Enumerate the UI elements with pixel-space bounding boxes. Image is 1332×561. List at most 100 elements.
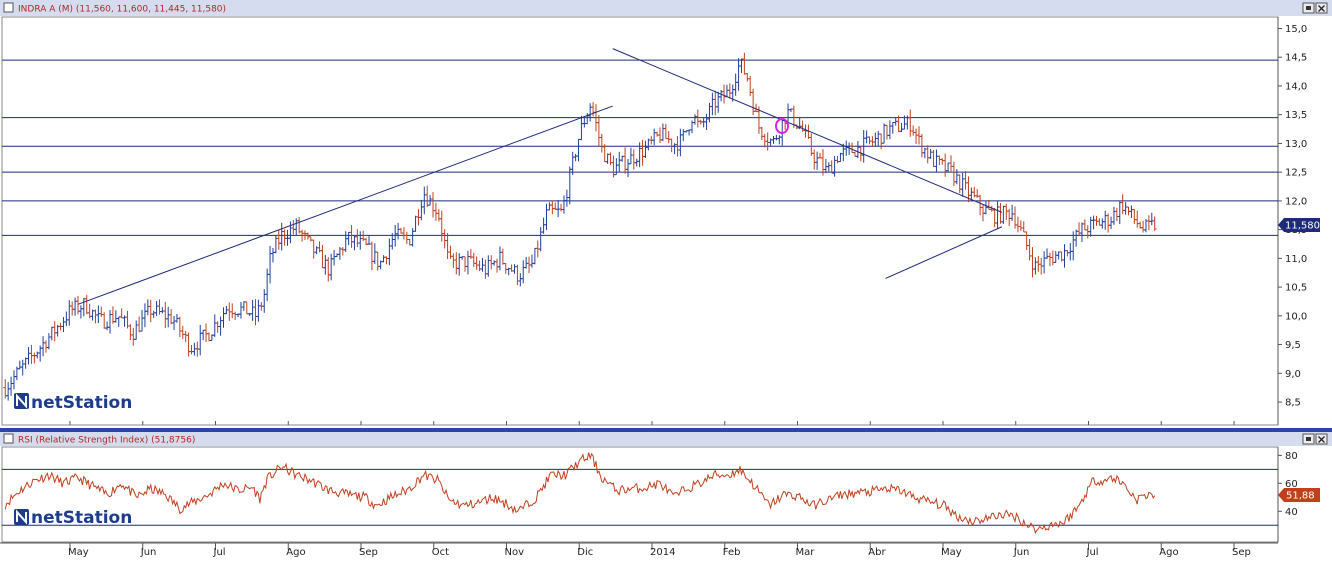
price-ohlc-bar xyxy=(448,245,453,259)
price-ohlc-bar xyxy=(978,194,983,216)
price-ohlc-bar xyxy=(6,382,11,401)
price-y-tick-label: 8,5 xyxy=(1285,398,1301,409)
price-ohlc-bar xyxy=(521,260,526,284)
rsi-last-value: 51,88 xyxy=(1286,491,1315,502)
price-ohlc-bar xyxy=(46,333,51,350)
price-ohlc-bar xyxy=(602,144,607,163)
price-ohlc-bar xyxy=(329,253,334,281)
price-ohlc-bar xyxy=(1004,203,1009,220)
price-ohlc-bar xyxy=(1042,251,1047,274)
price-ohlc-bar xyxy=(233,311,238,321)
price-ohlc-bar xyxy=(157,299,162,315)
price-last-value-tag: 11,580 xyxy=(1278,218,1320,232)
price-ohlc-bar xyxy=(713,90,718,116)
price-ohlc-bar xyxy=(739,58,744,73)
price-ohlc-bar xyxy=(855,141,860,159)
price-ohlc-bar xyxy=(186,332,191,357)
price-panel-checkbox[interactable] xyxy=(3,2,14,13)
price-ohlc-bar xyxy=(914,128,919,144)
price-ohlc-bar xyxy=(93,309,98,324)
price-ohlc-bar xyxy=(1132,209,1137,224)
price-ohlc-bar xyxy=(1135,210,1140,228)
price-ohlc-bar xyxy=(1120,194,1125,215)
price-ohlc-bar xyxy=(541,217,546,234)
price-ohlc-bar xyxy=(1018,220,1023,232)
price-ohlc-bar xyxy=(524,257,529,269)
rsi-last-value-tag: 51,88 xyxy=(1278,488,1320,502)
price-ohlc-bar xyxy=(884,124,889,140)
price-ohlc-bar xyxy=(52,321,57,342)
price-ohlc-bar xyxy=(413,215,418,232)
price-ohlc-bar xyxy=(826,162,831,172)
price-ohlc-bar xyxy=(1111,206,1116,225)
price-ohlc-bar xyxy=(81,297,86,317)
price-ohlc-bar xyxy=(61,317,66,333)
price-minimize-button[interactable] xyxy=(1302,2,1315,14)
price-logo-text: netStation xyxy=(31,393,132,413)
price-ohlc-bar xyxy=(265,268,270,302)
price-ohlc-bar xyxy=(183,331,188,343)
rsi-minimize-button[interactable] xyxy=(1302,433,1315,445)
price-ohlc-bar xyxy=(291,220,296,235)
price-ohlc-bar xyxy=(1109,216,1114,230)
price-ohlc-bar xyxy=(887,120,892,140)
price-ohlc-bar xyxy=(43,340,48,353)
price-ohlc-bar xyxy=(1024,231,1029,250)
price-ohlc-bar xyxy=(177,316,182,338)
price-ohlc-bar xyxy=(67,300,72,326)
price-ohlc-bar xyxy=(244,301,249,315)
price-ohlc-bar xyxy=(483,259,488,279)
price-ohlc-bar xyxy=(564,189,569,207)
rsi-panel-title: RSI (Relative Strength Index) (51,8756) xyxy=(18,436,195,446)
price-ohlc-bar xyxy=(663,123,668,140)
price-ohlc-bar xyxy=(148,299,153,323)
price-ohlc-bar xyxy=(1091,215,1096,230)
price-ohlc-bar xyxy=(64,311,69,327)
rsi-y-tick-label: 40 xyxy=(1285,507,1298,518)
price-ohlc-bar xyxy=(660,123,665,142)
price-ohlc-bar xyxy=(1106,213,1111,233)
price-ohlc-bar xyxy=(204,323,209,342)
price-ohlc-bar xyxy=(442,229,447,249)
price-ohlc-bar xyxy=(268,245,273,284)
price-ohlc-bar xyxy=(538,227,543,252)
price-ohlc-bar xyxy=(640,139,645,166)
time-axis: May Jun Jul Ago Sep Oct Nov Dic 2014 Feb Mar Abr May… xyxy=(0,542,1278,558)
price-ohlc-bar xyxy=(500,248,505,265)
price-ohlc-bar xyxy=(742,52,747,75)
price-y-tick-label: 12,5 xyxy=(1285,168,1307,179)
price-ohlc-bar xyxy=(561,195,566,214)
price-ohlc-bar xyxy=(311,239,316,259)
price-ohlc-bar xyxy=(643,140,648,159)
price-ohlc-bar xyxy=(634,158,639,167)
price-ohlc-bar xyxy=(1074,229,1079,247)
price-ohlc-bar xyxy=(617,151,622,173)
price-ohlc-bar xyxy=(707,102,712,123)
price-ohlc-bar xyxy=(1103,210,1108,230)
price-ohlc-bar xyxy=(1146,215,1151,230)
price-ohlc-bar xyxy=(41,336,46,357)
price-ohlc-bar xyxy=(238,301,243,319)
rsi-panel-checkbox[interactable] xyxy=(3,433,14,444)
price-ohlc-bar xyxy=(1027,238,1032,261)
price-ohlc-bar xyxy=(387,238,392,266)
price-ohlc-bar xyxy=(375,251,380,271)
price-ohlc-bar xyxy=(710,92,715,116)
price-ohlc-bar xyxy=(78,305,83,319)
price-ohlc-bar xyxy=(1129,205,1134,218)
price-ohlc-bar xyxy=(308,236,313,242)
price-close-button[interactable] xyxy=(1315,2,1328,14)
price-ohlc-bar xyxy=(596,115,601,147)
price-ohlc-bar xyxy=(20,359,25,376)
price-ohlc-bar xyxy=(326,257,331,282)
price-ohlc-bar xyxy=(23,357,28,369)
price-ohlc-bar xyxy=(282,229,287,246)
rsi-close-button[interactable] xyxy=(1315,433,1328,445)
x-axis-tick-label: Nov xyxy=(505,547,525,558)
price-trendline xyxy=(77,105,613,305)
price-ohlc-bar xyxy=(425,185,430,208)
price-ohlc-bar xyxy=(553,202,558,210)
price-ohlc-bar xyxy=(343,231,348,253)
price-ohlc-bar xyxy=(1001,205,1006,224)
